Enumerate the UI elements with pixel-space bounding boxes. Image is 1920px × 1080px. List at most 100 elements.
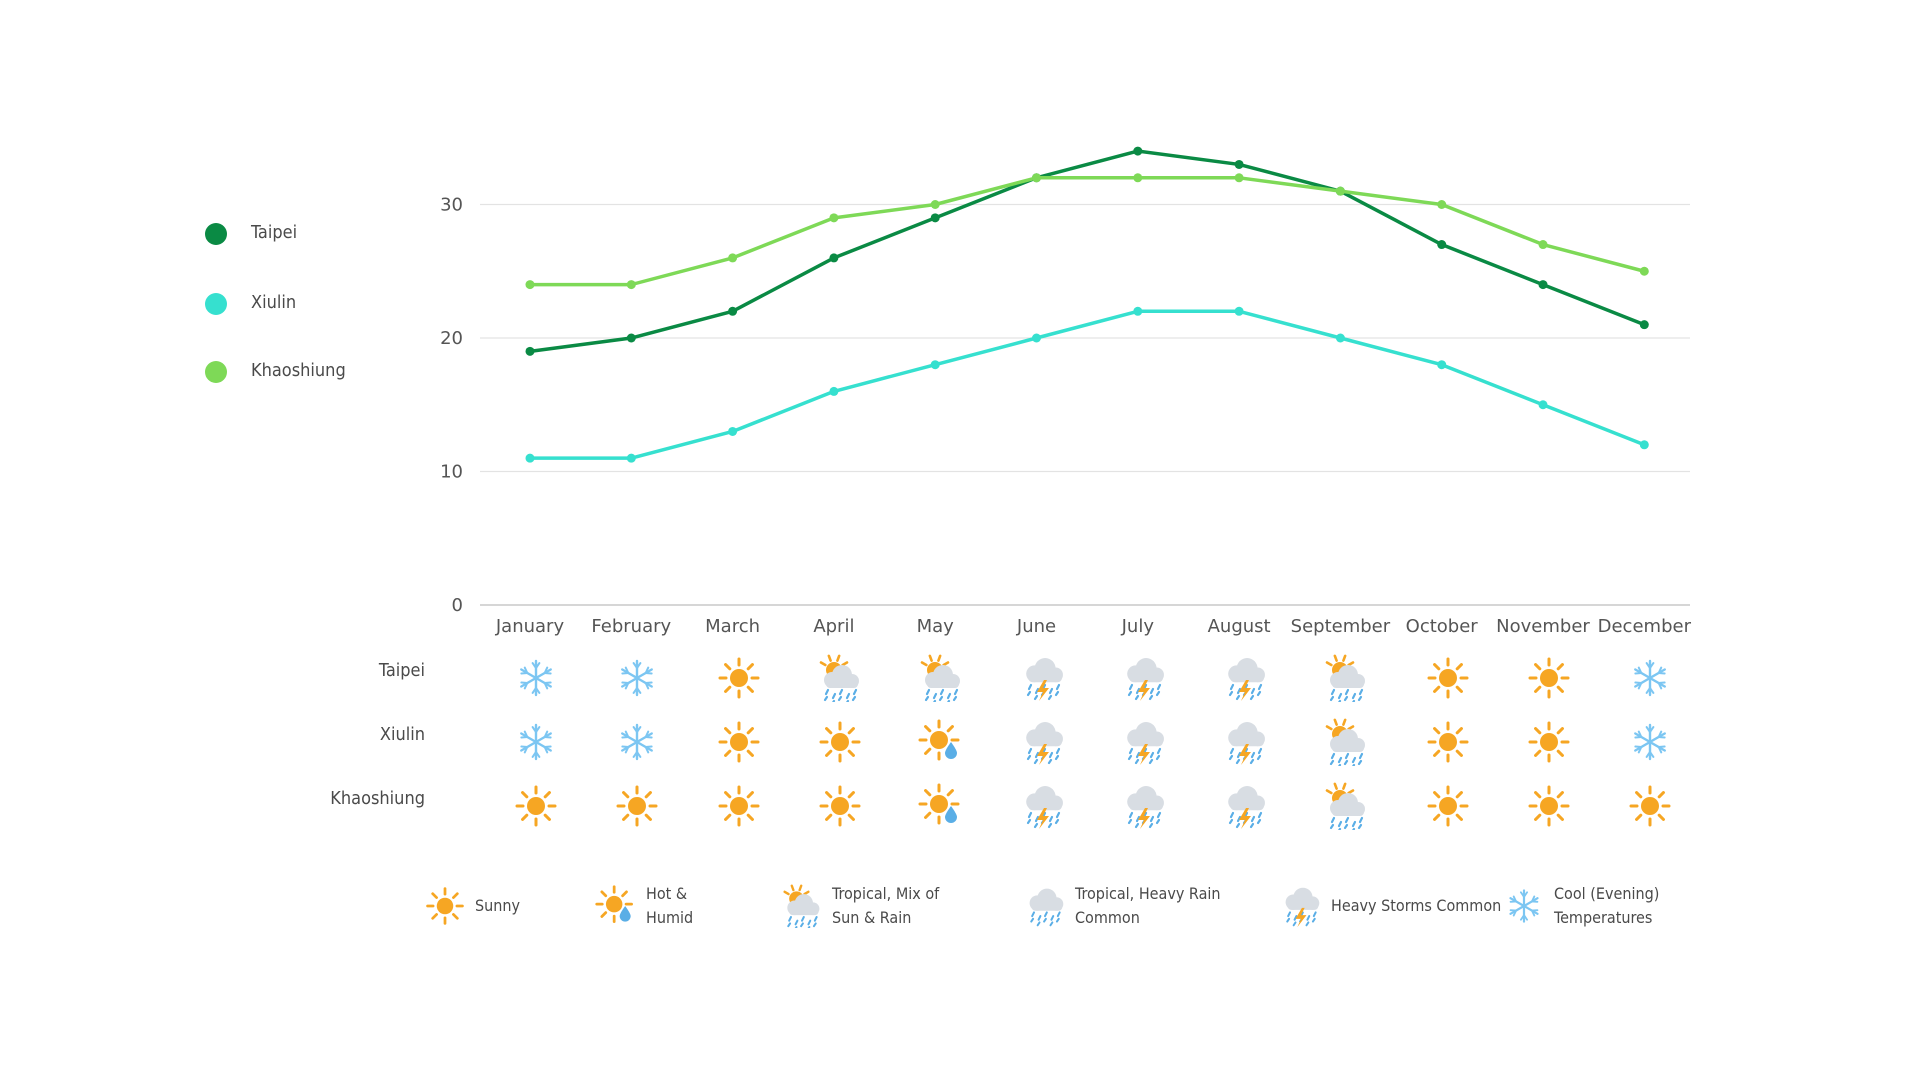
sun-cloud-rain-icon <box>1322 782 1370 830</box>
data-point <box>930 360 940 370</box>
sun-icon <box>613 782 661 830</box>
sun-icon <box>1424 654 1472 702</box>
key-label: Sun & Rain <box>832 908 912 927</box>
data-point <box>829 386 839 396</box>
sun-cloud-rain-icon <box>1322 654 1370 702</box>
legend-label: Taipei <box>251 222 298 243</box>
x-tick-label: February <box>591 616 671 637</box>
snowflake-icon <box>613 654 661 702</box>
x-tick-label: April <box>813 616 854 637</box>
x-tick-label: August <box>1208 616 1271 637</box>
data-point <box>1437 240 1447 250</box>
data-point <box>1538 280 1548 290</box>
snowflake-icon <box>512 718 560 766</box>
data-point <box>1437 200 1447 209</box>
data-point <box>1437 360 1447 370</box>
x-tick-label: January <box>495 616 565 637</box>
data-point <box>728 306 738 316</box>
sun-icon <box>512 782 560 830</box>
x-tick-label: July <box>1121 616 1155 637</box>
sun-icon <box>816 782 864 830</box>
data-point <box>1032 333 1041 343</box>
snowflake-icon <box>512 654 560 702</box>
sun-icon <box>1525 782 1573 830</box>
legend-dot-taipei <box>205 223 227 245</box>
x-tick-label: September <box>1291 616 1391 637</box>
y-tick-label: 10 <box>440 462 463 483</box>
data-point <box>829 253 839 263</box>
cloud-rain-icon <box>1023 884 1067 928</box>
sun-icon <box>1424 718 1472 766</box>
key-label: Humid <box>646 908 694 927</box>
sun-icon <box>816 718 864 766</box>
data-point <box>1133 306 1143 316</box>
sun-icon <box>1424 782 1472 830</box>
storm-icon <box>1221 782 1269 830</box>
data-point <box>525 280 535 290</box>
data-point <box>1133 146 1143 156</box>
storm-icon <box>1279 884 1323 928</box>
key-label: Hot & <box>646 884 688 903</box>
storm-icon <box>1120 782 1168 830</box>
sun-cloud-rain-icon <box>816 654 864 702</box>
key-label: Cool (Evening) <box>1554 884 1660 903</box>
x-tick-label: November <box>1496 616 1590 637</box>
sun-icon <box>715 718 763 766</box>
series-line-taipei <box>529 149 1645 354</box>
data-point <box>626 453 636 463</box>
hot-humid-icon <box>917 718 965 766</box>
snowflake-icon <box>613 718 661 766</box>
storm-icon <box>1120 654 1168 702</box>
y-tick-label: 0 <box>452 595 463 616</box>
data-point <box>1538 400 1548 410</box>
sun-icon <box>1525 718 1573 766</box>
legend-dot-xiulin <box>205 293 227 315</box>
storm-icon <box>1221 718 1269 766</box>
sun-icon <box>423 884 467 928</box>
key-label: Sunny <box>475 896 521 915</box>
storm-icon <box>1019 718 1067 766</box>
data-point <box>829 213 839 223</box>
data-point <box>1538 240 1548 250</box>
hot-humid-icon <box>594 884 638 928</box>
data-point <box>626 333 636 343</box>
snowflake-icon <box>1502 884 1546 928</box>
legend-item-xiulin: Xiulin <box>205 290 405 315</box>
x-tick-label: March <box>705 616 760 637</box>
legend-dot-khaoshiung <box>205 361 227 383</box>
key-label: Temperatures <box>1554 908 1653 927</box>
snowflake-icon <box>1626 654 1674 702</box>
data-point <box>525 453 535 463</box>
series-line-khaoshiung <box>530 176 1645 287</box>
legend-label: Khaoshiung <box>251 360 346 381</box>
sun-cloud-rain-icon <box>917 654 965 702</box>
data-point <box>1639 266 1649 276</box>
x-tick-label: October <box>1406 616 1479 637</box>
sun-cloud-rain-icon <box>780 884 824 928</box>
data-point <box>1032 173 1041 183</box>
legend-label: Xiulin <box>251 292 297 313</box>
data-point <box>728 253 738 263</box>
data-point <box>728 426 738 436</box>
data-point <box>1133 173 1143 183</box>
sun-icon <box>715 782 763 830</box>
storm-icon <box>1019 654 1067 702</box>
row-label-xiulin: Xiulin <box>379 724 425 745</box>
row-label-taipei: Taipei <box>378 660 425 681</box>
storm-icon <box>1120 718 1168 766</box>
key-label: Common <box>1075 908 1140 927</box>
data-point <box>525 346 535 356</box>
data-point <box>626 280 636 290</box>
sun-icon <box>1525 654 1573 702</box>
key-label: Heavy Storms Common <box>1331 896 1502 915</box>
key-label: Tropical, Heavy Rain <box>1075 884 1221 903</box>
snowflake-icon <box>1626 718 1674 766</box>
data-point <box>1639 440 1649 450</box>
row-label-khaoshiung: Khaoshiung <box>330 788 425 809</box>
legend-item-khaoshiung: Khaoshiung <box>205 358 405 383</box>
data-point <box>1234 159 1244 169</box>
y-tick-label: 20 <box>440 328 463 349</box>
x-tick-label: December <box>1598 616 1692 637</box>
data-point <box>1639 320 1649 330</box>
